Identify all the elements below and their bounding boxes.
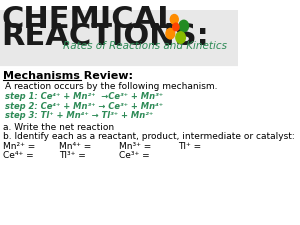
Text: a. Write the net reaction: a. Write the net reaction bbox=[3, 123, 114, 132]
Text: Mechanisms Review:: Mechanisms Review: bbox=[3, 71, 133, 81]
Text: step 3: Tl⁺ + Mn⁴⁺ → Tl³⁺ + Mn²⁺: step 3: Tl⁺ + Mn⁴⁺ → Tl³⁺ + Mn²⁺ bbox=[5, 111, 153, 120]
Text: Rates of Reactions and Kinetics: Rates of Reactions and Kinetics bbox=[63, 41, 227, 51]
Circle shape bbox=[173, 23, 179, 31]
Circle shape bbox=[166, 28, 175, 39]
Bar bbox=[0, 10, 238, 67]
Text: Mn⁴⁺ =: Mn⁴⁺ = bbox=[59, 142, 92, 151]
Text: CHEMICAL: CHEMICAL bbox=[2, 5, 177, 34]
Text: Tl⁺ =: Tl⁺ = bbox=[178, 142, 201, 151]
Text: b. Identify each as a reactant, product, intermediate or catalyst:: b. Identify each as a reactant, product,… bbox=[3, 132, 295, 141]
Circle shape bbox=[170, 15, 178, 24]
Text: A reaction occurs by the following mechanism.: A reaction occurs by the following mecha… bbox=[5, 82, 217, 91]
Text: Ce³⁺ =: Ce³⁺ = bbox=[119, 151, 149, 160]
Text: Ce⁴⁺ =: Ce⁴⁺ = bbox=[3, 151, 34, 160]
Text: Mn²⁺ =: Mn²⁺ = bbox=[3, 142, 35, 151]
Circle shape bbox=[179, 20, 188, 32]
Text: step 1: Ce⁴⁺ + Mn²⁺  →Ce³⁺ + Mn³⁺: step 1: Ce⁴⁺ + Mn²⁺ →Ce³⁺ + Mn³⁺ bbox=[5, 92, 163, 101]
Circle shape bbox=[176, 32, 185, 43]
Text: Mn³⁺ =: Mn³⁺ = bbox=[119, 142, 151, 151]
Text: step 2: Ce⁴⁺ + Mn³⁺ → Ce³⁺ + Mn⁴⁺: step 2: Ce⁴⁺ + Mn³⁺ → Ce³⁺ + Mn⁴⁺ bbox=[5, 102, 163, 111]
Text: REACTIONS:: REACTIONS: bbox=[2, 22, 209, 51]
Text: Tl³⁺ =: Tl³⁺ = bbox=[59, 151, 86, 160]
